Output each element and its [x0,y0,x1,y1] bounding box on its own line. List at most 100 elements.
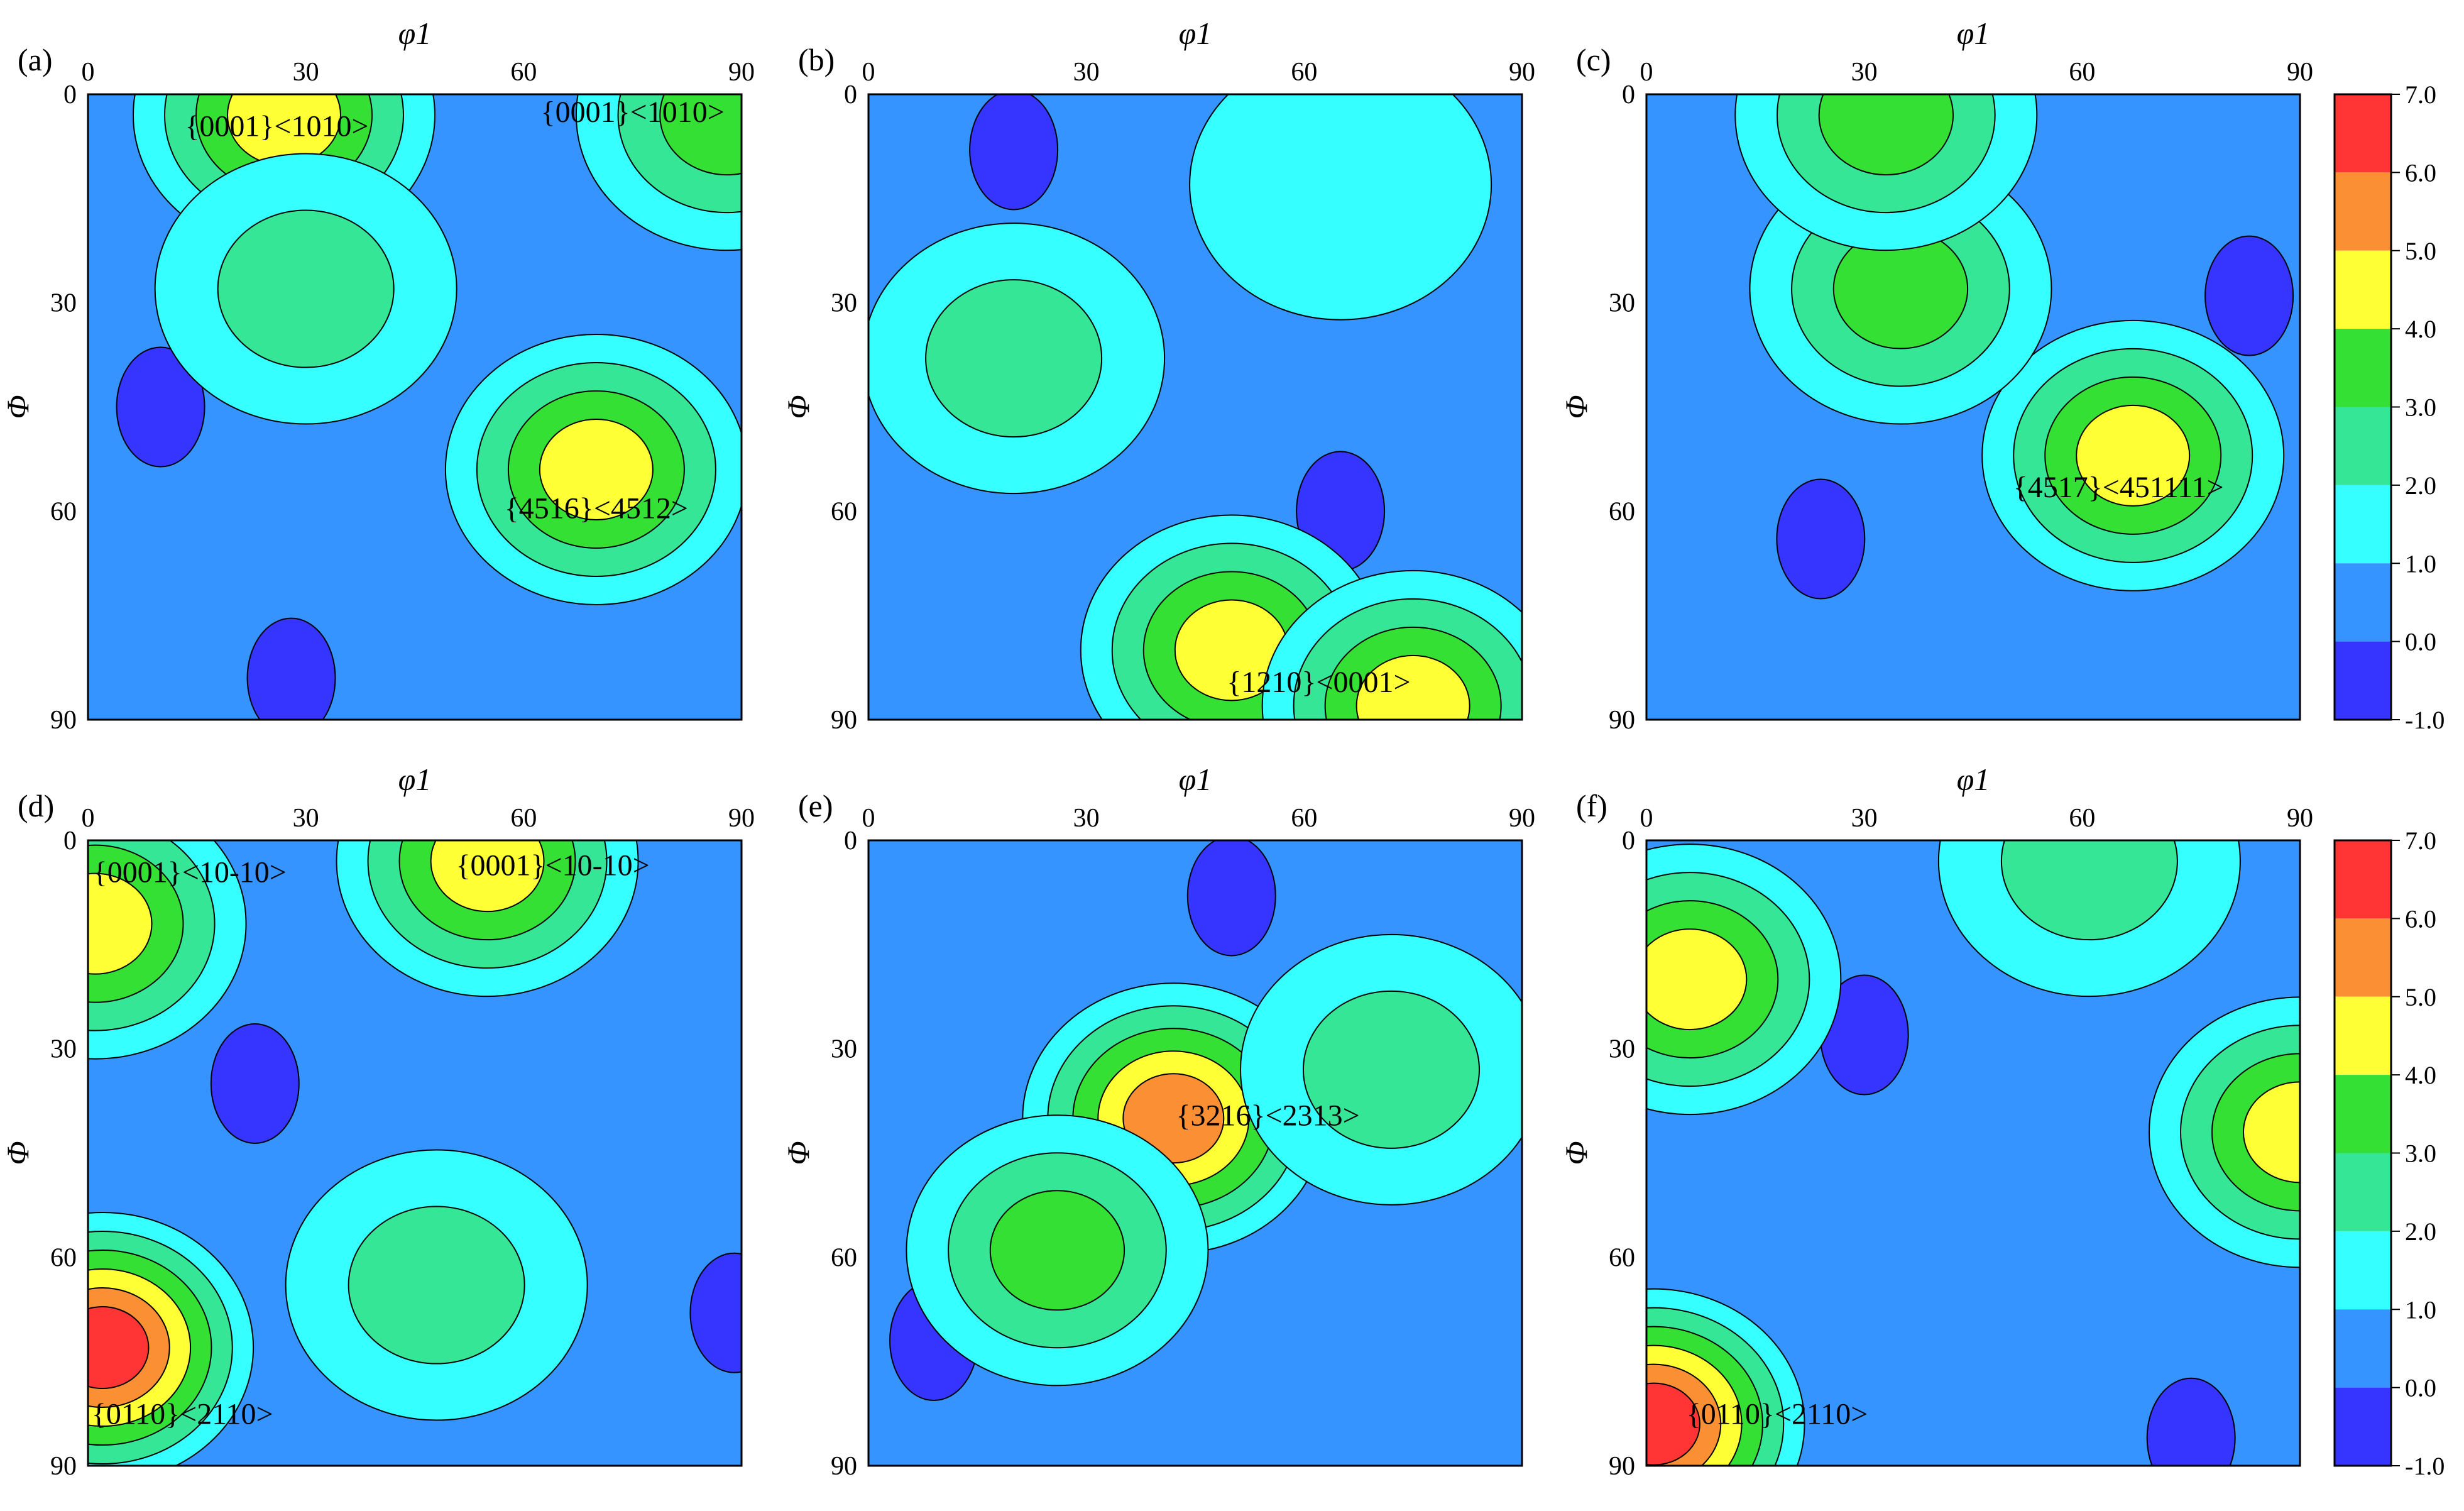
x-tick-label: 90 [2287,58,2313,87]
contour-peak [1261,569,1522,720]
odf-panel: (a) 0 30 60 90 0 30 60 90 φ1 Φ {0001}<1010> {0001}<1… [0,16,755,735]
plot-frame [87,93,743,721]
contour-low [210,1023,300,1144]
y-axis-label: Φ [0,1141,35,1165]
x-tick-label: 90 [728,804,755,833]
y-axis-label: Φ [0,395,35,419]
colorbar-segment [2335,250,2391,329]
y-tick-label: 90 [831,706,857,735]
colorbar-segment [2335,1387,2391,1466]
colorbar-tick-label: 3.0 [2405,393,2436,422]
colorbar-segment [2335,840,2391,919]
texture-annotation: {0001}<10-10> [456,849,649,882]
panel-label: (b) [798,42,835,77]
texture-annotation: {0110}<2110> [92,1398,273,1431]
contour-level [1646,928,1748,1031]
colorbar-tick-label: -1.0 [2405,1452,2445,1480]
colorbar-segment [2335,996,2391,1075]
plot-frame [87,839,743,1467]
texture-annotation: {0001}<10-10> [93,855,287,889]
y-tick-label: 0 [63,80,77,109]
contour-level [217,209,395,368]
colorbar-tick-label: 4.0 [2405,1061,2436,1089]
x-tick-label: 60 [510,804,537,833]
odf-panel: (b) 0 30 60 90 0 30 60 90 φ1 Φ {1210}<0001> [780,16,1535,735]
y-tick-label: 60 [831,497,857,526]
y-tick-label: 30 [831,1035,857,1064]
colorbar: 7.0 6.0 5.0 4.0 3.0 2.0 1.0 0.0 -1.0 [2333,80,2445,734]
contour-level [989,1190,1125,1311]
y-tick-label: 0 [63,827,77,855]
contour-peak [868,223,1166,495]
y-tick-label: 60 [1609,497,1635,526]
contour-low [2146,1377,2236,1466]
x-tick-label: 60 [1291,804,1317,833]
colorbar-tick-label: 0.0 [2405,628,2436,656]
y-tick-label: 60 [831,1243,857,1272]
colorbar-segment [2335,1153,2391,1231]
x-axis-label: φ1 [398,762,432,797]
y-axis-label: Φ [1558,1141,1594,1165]
colorbar-tick-label: 7.0 [2405,827,2436,855]
contour-low [1776,478,1866,600]
y-axis-label: Φ [1558,395,1594,419]
x-tick-label: 30 [1073,804,1100,833]
x-tick-label: 90 [1509,58,1535,87]
x-tick-label: 30 [1851,58,1878,87]
contour-level [88,872,153,975]
contour-level [1355,654,1470,720]
y-tick-label: 0 [844,80,857,109]
x-tick-label: 60 [510,58,537,87]
y-tick-label: 30 [1609,289,1635,318]
texture-annotation: {0001}<1010> [185,109,368,143]
colorbar-tick-label: 7.0 [2405,80,2436,109]
colorbar-segment [2335,918,2391,997]
colorbars: 7.0 6.0 5.0 4.0 3.0 2.0 1.0 0.0 -1.0 7.0 6.0 5.0 4.0… [2333,80,2445,1480]
colorbar-tick-label: 6.0 [2405,904,2436,933]
contour-low [2204,235,2294,356]
plot-frame [1645,839,2301,1467]
contour-peak [444,334,742,605]
panel-label: (a) [18,42,53,77]
plot-frame [1645,93,2301,721]
y-tick-label: 60 [50,1243,77,1272]
y-tick-label: 30 [831,289,857,318]
x-tick-label: 0 [1640,804,1653,833]
x-tick-label: 0 [862,804,875,833]
colorbar-tick-label: 2.0 [2405,471,2436,500]
contour-level [1122,1073,1225,1164]
texture-annotation: {0001}<1010> [541,96,725,129]
y-tick-label: 30 [50,289,77,318]
colorbar-tick-label: -1.0 [2405,706,2445,734]
y-axis-label: Φ [780,395,816,419]
y-tick-label: 60 [50,497,77,526]
contour-level [925,279,1103,438]
contour-peak [1937,840,2241,997]
x-tick-label: 90 [2287,804,2313,833]
x-tick-label: 60 [2069,58,2095,87]
y-tick-label: 0 [1622,827,1635,855]
contour-low [246,617,336,720]
colorbar-tick-label: 0.0 [2405,1374,2436,1402]
x-axis-label: φ1 [1179,16,1212,51]
colorbar-segment [2335,329,2391,407]
y-tick-label: 90 [1609,1452,1635,1481]
colorbar-segment [2335,1075,2391,1153]
x-tick-label: 60 [2069,804,2095,833]
x-axis-label: φ1 [1957,762,1990,797]
panel-label: (e) [798,788,833,823]
x-tick-label: 60 [1291,58,1317,87]
colorbar-segment [2335,563,2391,642]
colorbar-segment [2335,641,2391,720]
colorbar-segment [2335,1231,2391,1310]
y-tick-label: 30 [50,1035,77,1064]
contour-peak [1646,1288,1805,1466]
contour-peak [1646,843,1842,1116]
plot-frame [867,93,1523,721]
odf-panel: (d) 0 30 60 90 0 30 60 90 φ1 Φ {0001}<10-10> {0001}<… [0,762,755,1481]
colorbar-tick-label: 1.0 [2405,1295,2436,1324]
x-tick-label: 30 [293,58,319,87]
odf-panel: (c) 0 30 60 90 0 30 60 90 φ1 Φ {4517}<451111> [1558,16,2313,735]
y-tick-label: 90 [50,706,77,735]
